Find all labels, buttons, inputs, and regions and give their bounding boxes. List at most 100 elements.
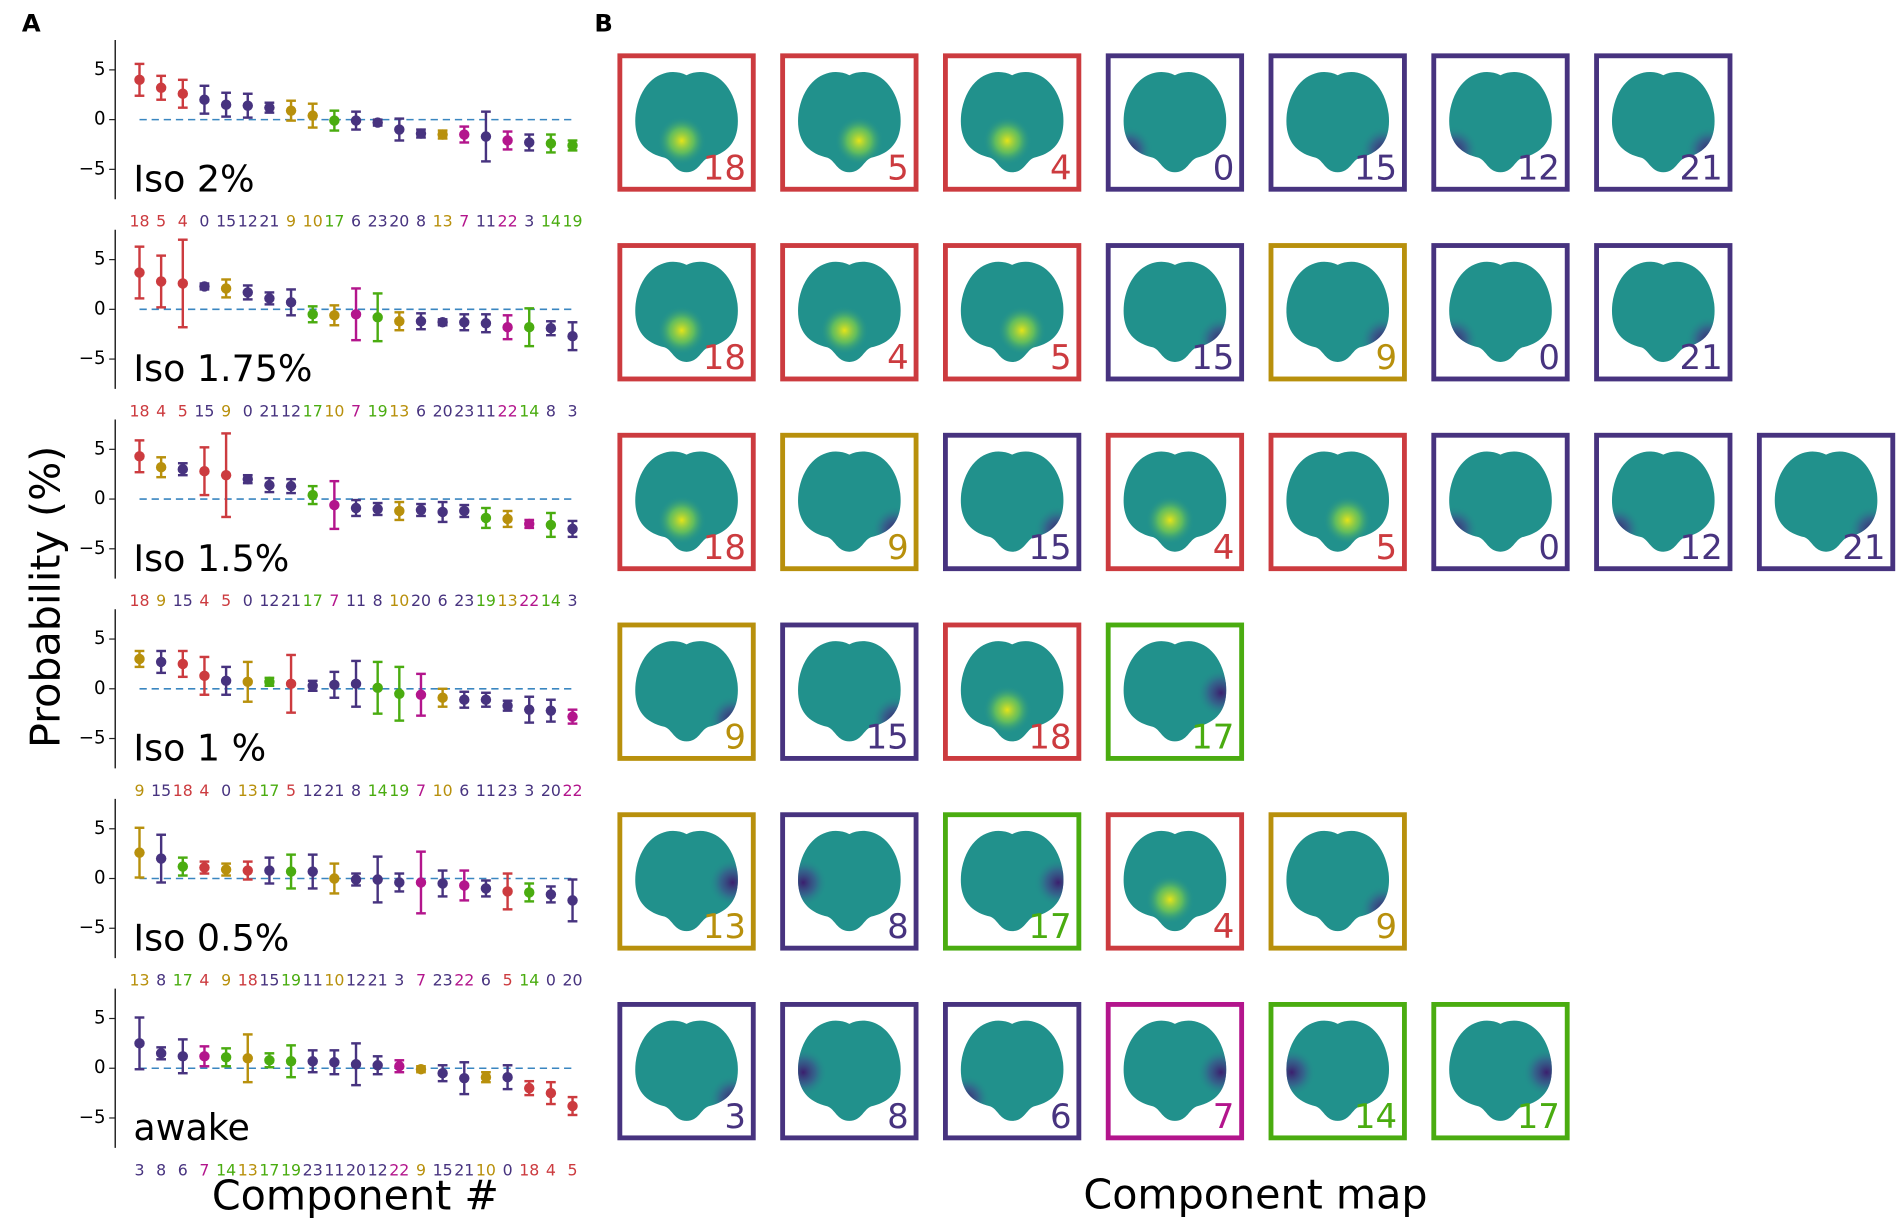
point	[502, 135, 513, 146]
brain-map	[635, 261, 738, 362]
condition-label: awake	[133, 1106, 249, 1149]
map-frame	[1105, 53, 1245, 192]
component-number: 4	[1213, 528, 1235, 568]
panel-label: A	[22, 8, 41, 37]
component-number: 4	[1213, 907, 1235, 947]
point	[567, 523, 578, 535]
brain-map	[635, 830, 738, 932]
activation-spot	[1196, 668, 1227, 718]
point	[372, 117, 383, 128]
brain-outline	[1449, 451, 1552, 552]
point	[220, 675, 232, 687]
component-map: 6	[942, 1002, 1082, 1141]
x-tick-label: 6	[438, 591, 448, 610]
activation-spot	[983, 116, 1032, 165]
x-tick-label: 9	[286, 212, 296, 231]
component-number: 21	[1842, 528, 1885, 568]
point	[199, 281, 210, 292]
point	[480, 883, 492, 894]
brain-outline	[1123, 641, 1227, 742]
x-tick-label: 22	[498, 401, 518, 420]
map-frame	[942, 243, 1082, 382]
activation-spot	[798, 1048, 828, 1097]
x-tick-label: 3	[568, 591, 578, 610]
map-frame	[1105, 1002, 1245, 1141]
x-tick-label: 18	[129, 212, 149, 231]
point	[524, 137, 535, 148]
x-tick-label: 19	[281, 1160, 301, 1179]
x-tick-label: 0	[199, 212, 209, 231]
y-tick-label: 5	[94, 59, 106, 80]
point	[220, 469, 232, 481]
map-frame	[1431, 53, 1570, 192]
map-frame	[942, 432, 1082, 572]
component-number: 3	[724, 1097, 746, 1137]
y-tick-label: −5	[79, 538, 106, 559]
x-tick-label: 3	[524, 212, 534, 231]
point	[415, 504, 427, 516]
component-number: 9	[1376, 338, 1398, 378]
x-tick-label: 17	[303, 401, 323, 420]
point	[242, 1053, 253, 1064]
component-number: 14	[1354, 1097, 1397, 1137]
component-number: 15	[866, 718, 909, 758]
map-frame	[1105, 622, 1245, 761]
x-tick-label: 17	[259, 1160, 279, 1179]
component-map: 18	[617, 243, 756, 382]
brain-map	[960, 261, 1064, 362]
x-tick-label: 13	[498, 591, 518, 610]
component-map: 18	[942, 622, 1082, 761]
component-map: 4	[942, 53, 1082, 192]
x-tick-label: 13	[389, 401, 409, 420]
brain-map	[798, 1020, 901, 1121]
point	[264, 293, 275, 304]
point	[307, 309, 318, 320]
x-tick-label: 12	[259, 591, 279, 610]
point	[372, 312, 383, 323]
activation-spot	[657, 116, 706, 165]
y-tick-label: 0	[94, 298, 106, 319]
x-tick-label: 3	[394, 971, 404, 990]
point	[155, 656, 167, 668]
activation-spot	[1145, 495, 1195, 545]
y-tick-label: 5	[94, 1008, 106, 1029]
brain-outline	[635, 830, 738, 932]
map-frame	[1431, 243, 1570, 382]
point	[199, 94, 210, 105]
x-tick-label: 4	[156, 401, 166, 420]
component-number: 15	[1354, 148, 1397, 188]
x-tick-label: 15	[216, 212, 236, 231]
y-tick-label: 5	[94, 628, 106, 649]
component-number: 5	[1376, 528, 1398, 568]
point	[264, 479, 275, 491]
activation-spot	[983, 685, 1032, 735]
brain-map	[1123, 72, 1227, 173]
x-tick-label: 8	[351, 781, 361, 800]
y-tick-label: 0	[94, 109, 106, 130]
x-tick-label: 20	[541, 781, 561, 800]
brain-map	[798, 830, 901, 932]
x-tick-label: 4	[199, 971, 209, 990]
activation-spot	[1123, 126, 1154, 173]
activation-spot	[1033, 858, 1064, 907]
map-frame	[1756, 432, 1896, 572]
component-map: 5	[780, 53, 919, 192]
map-frame	[1268, 812, 1407, 951]
component-number: 21	[1679, 148, 1722, 188]
point	[394, 877, 405, 888]
x-tick-label: 6	[459, 781, 469, 800]
point	[524, 1082, 535, 1094]
activation-spot	[1449, 505, 1479, 552]
component-map: 7	[1105, 1002, 1245, 1141]
x-tick-label: 11	[476, 401, 496, 420]
component-map: 15	[942, 432, 1082, 572]
brain-outline	[1286, 1020, 1390, 1121]
x-tick-label: 20	[433, 401, 453, 420]
x-tick-label: 23	[368, 212, 388, 231]
y-tick-label: −5	[79, 1107, 106, 1128]
component-number: 8	[887, 1097, 909, 1137]
map-frame	[1105, 243, 1245, 382]
x-tick-label: 11	[324, 1160, 344, 1179]
activation-spot	[997, 306, 1047, 355]
component-map: 21	[1594, 243, 1733, 382]
